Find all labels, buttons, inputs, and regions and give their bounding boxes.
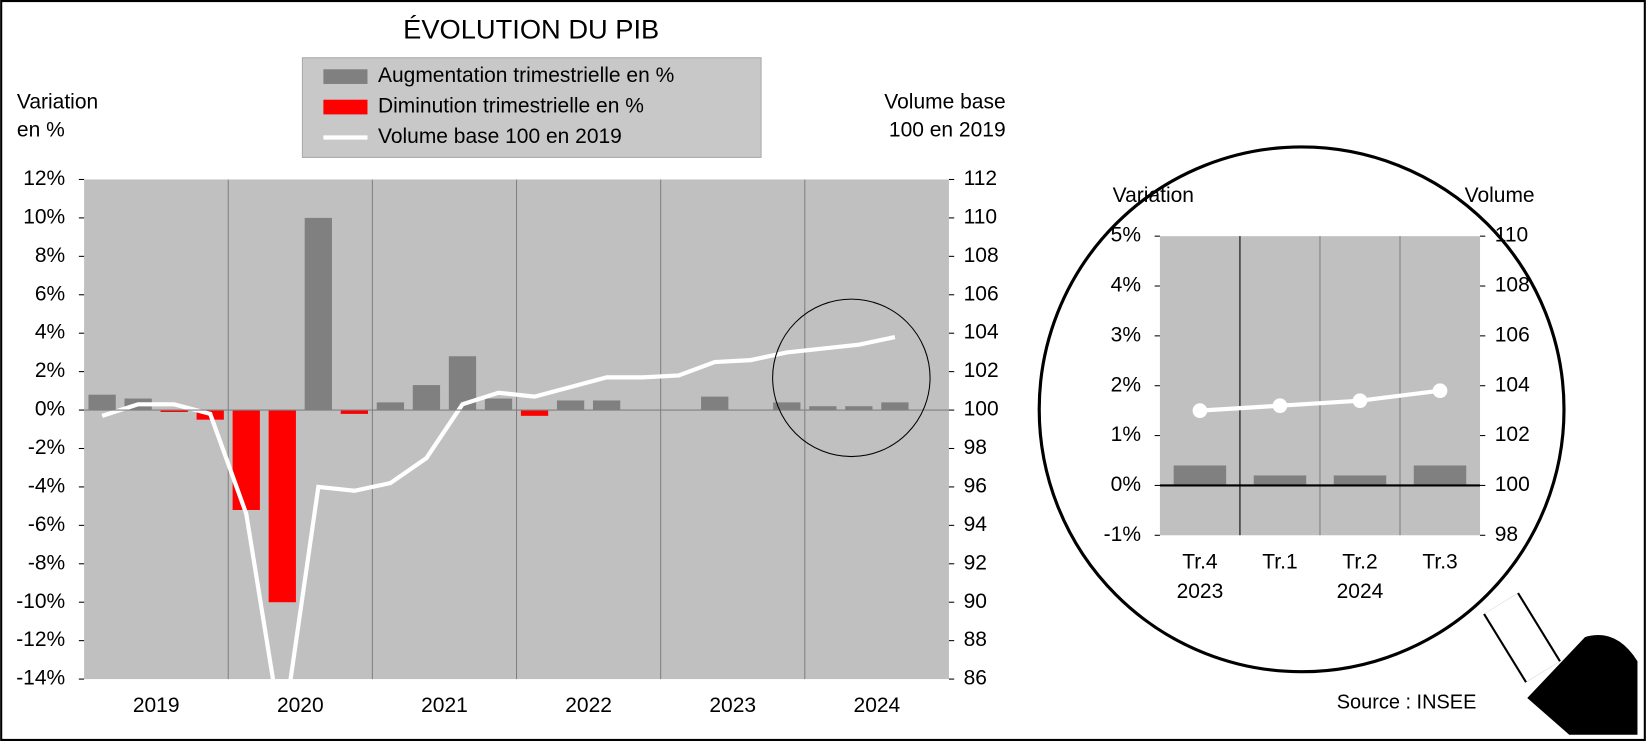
- y2-tick-label: 110: [1495, 224, 1528, 247]
- y-tick-label: -4%: [28, 474, 65, 497]
- x-tick-label: Tr.2 2024: [1337, 550, 1384, 602]
- x-group-label: 2024: [854, 694, 901, 717]
- x-tick-label: Tr.1: [1262, 550, 1297, 573]
- bar: [340, 410, 369, 414]
- y2-tick-label: 102: [964, 359, 999, 382]
- bar: [1333, 475, 1387, 486]
- bar: [412, 385, 441, 411]
- legend-label: Volume base 100 en 2019: [378, 125, 622, 148]
- y-tick-label: -6%: [28, 513, 65, 536]
- y-tick-label: 6%: [35, 282, 65, 305]
- bar: [845, 406, 873, 411]
- y2-axis-title: Volume base: [884, 90, 1005, 113]
- legend: [301, 57, 762, 158]
- bar: [376, 402, 405, 411]
- bar: [88, 394, 116, 411]
- x-group-label: 2019: [133, 694, 180, 717]
- y-tick-label: 10%: [23, 205, 65, 228]
- y-tick-label: 0%: [1111, 473, 1141, 496]
- y-tick-label: 1%: [1111, 423, 1141, 446]
- y2-axis-title: 100 en 2019: [889, 119, 1006, 142]
- y2-tick-label: 104: [1495, 373, 1530, 396]
- y2-tick-label: 100: [1495, 473, 1530, 496]
- x-tick-label: Tr.3: [1422, 550, 1457, 573]
- magnifier-grip: [1527, 635, 1638, 735]
- x-tick-label: Tr.4 2023: [1177, 550, 1224, 602]
- line-marker: [1352, 393, 1368, 409]
- bar: [773, 402, 801, 411]
- chart-title: ÉVOLUTION DU PIB: [403, 14, 659, 45]
- x-group-label: 2022: [565, 694, 612, 717]
- bar: [1173, 465, 1227, 486]
- y-tick-label: 2%: [1111, 373, 1141, 396]
- x-group-label: 2021: [421, 694, 468, 717]
- y2-tick-label: 100: [964, 398, 999, 421]
- y2-tick-label: 106: [964, 282, 999, 305]
- y-tick-label: -12%: [16, 628, 65, 651]
- bar: [592, 400, 621, 411]
- y-tick-label: -2%: [28, 436, 65, 459]
- bar: [304, 217, 332, 411]
- legend-swatch: [323, 99, 368, 115]
- y-axis-title: Variation: [1113, 184, 1194, 207]
- y2-tick-label: 96: [964, 474, 987, 497]
- y2-tick-label: 94: [964, 513, 988, 536]
- y-axis-title: Variation: [17, 90, 98, 113]
- y2-tick-label: 98: [1495, 523, 1518, 546]
- y2-tick-label: 108: [1495, 274, 1530, 297]
- y-tick-label: -10%: [16, 590, 65, 613]
- bar: [1253, 475, 1307, 486]
- y-tick-label: 2%: [35, 359, 65, 382]
- zoom-circle: [772, 298, 931, 458]
- y-axis-title: en %: [17, 119, 65, 142]
- y2-tick-label: 106: [1495, 323, 1530, 346]
- x-group-label: 2023: [709, 694, 756, 717]
- bar: [268, 410, 296, 603]
- bar: [160, 410, 188, 412]
- legend-label: Augmentation trimestrielle en %: [378, 64, 674, 87]
- x-group-label: 2020: [277, 694, 324, 717]
- line-marker: [1432, 383, 1448, 399]
- line: [1199, 388, 1441, 413]
- y2-tick-label: 110: [964, 205, 997, 228]
- y2-tick-label: 88: [964, 628, 987, 651]
- line-marker: [1272, 398, 1288, 414]
- bar: [556, 400, 585, 411]
- y2-tick-label: 112: [964, 167, 997, 190]
- y-tick-label: -8%: [28, 551, 65, 574]
- y2-tick-label: 86: [964, 667, 987, 690]
- bar: [1413, 465, 1467, 486]
- line-marker: [1192, 403, 1208, 418]
- bar: [809, 406, 837, 411]
- y-tick-label: 8%: [35, 244, 65, 267]
- y2-tick-label: 102: [1495, 423, 1530, 446]
- y-tick-label: 12%: [23, 167, 65, 190]
- bar: [881, 402, 909, 411]
- legend-label: Diminution trimestrielle en %: [378, 95, 644, 118]
- y-tick-label: 4%: [35, 321, 65, 344]
- y2-tick-label: 104: [964, 321, 999, 344]
- y-tick-label: 5%: [1111, 224, 1141, 247]
- y2-axis-title: Volume: [1465, 184, 1535, 207]
- y-tick-label: -1%: [1104, 523, 1141, 546]
- legend-swatch: [323, 69, 368, 84]
- y2-tick-label: 108: [964, 244, 999, 267]
- source: Source : INSEE: [1337, 691, 1477, 713]
- y-tick-label: 0%: [35, 398, 65, 421]
- y2-tick-label: 90: [964, 590, 987, 613]
- y-tick-label: 4%: [1111, 274, 1141, 297]
- bar: [701, 396, 729, 411]
- magnifier-handle-inner: [1484, 593, 1560, 682]
- line: [101, 334, 896, 680]
- y2-tick-label: 92: [964, 551, 987, 574]
- bar: [232, 410, 260, 510]
- y2-tick-label: 98: [964, 436, 987, 459]
- y-tick-label: -14%: [16, 667, 65, 690]
- bar: [520, 410, 549, 416]
- y-tick-label: 3%: [1111, 323, 1141, 346]
- bar: [484, 398, 513, 411]
